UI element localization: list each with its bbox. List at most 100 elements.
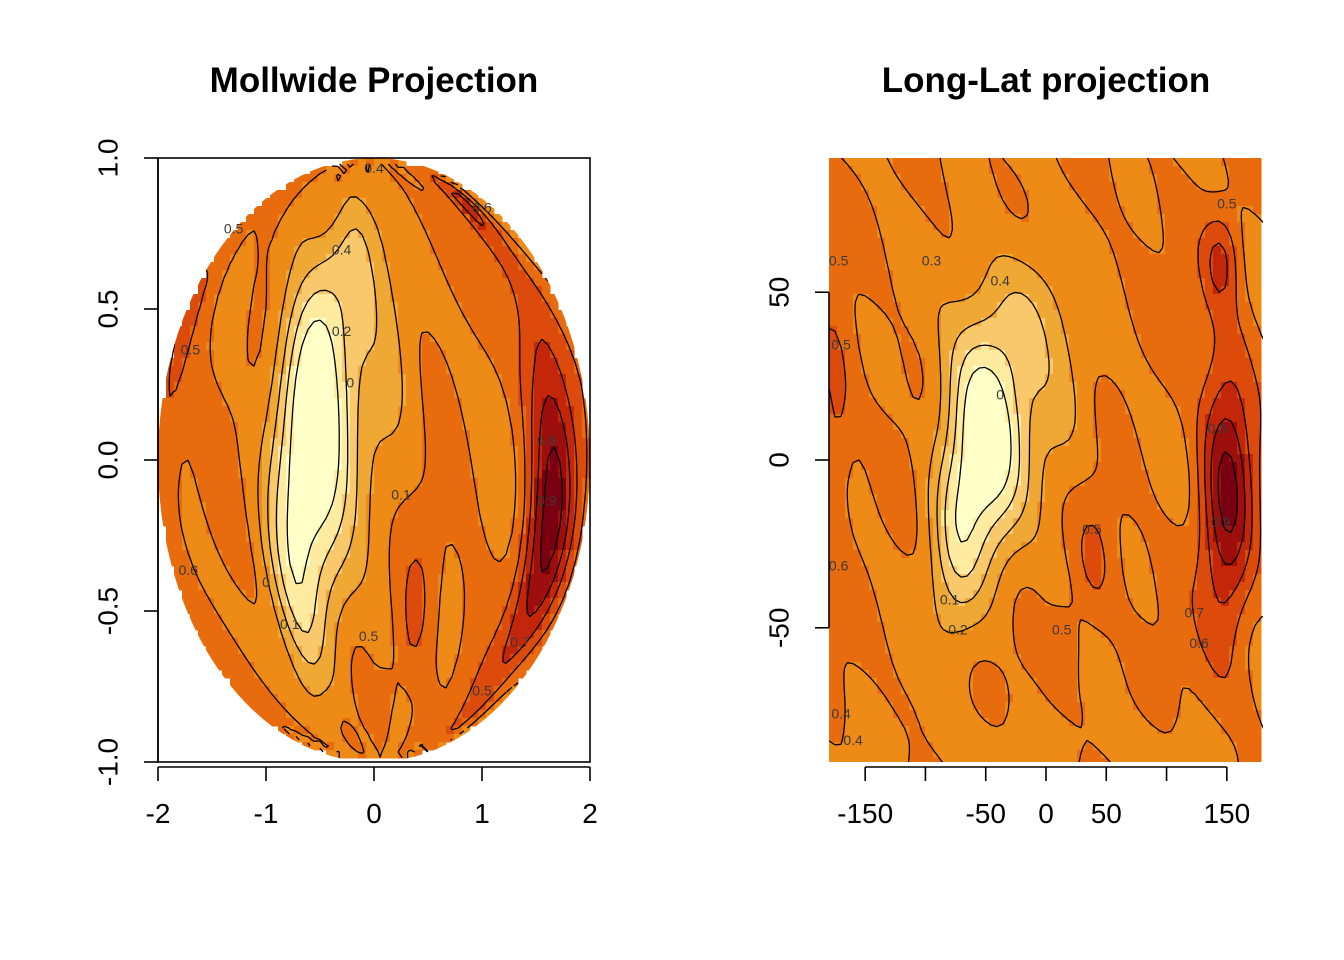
heatmap-cell — [334, 670, 343, 679]
heatmap-cell — [422, 222, 431, 231]
heatmap-cell — [214, 438, 223, 447]
heatmap-cell — [206, 486, 215, 495]
heatmap-cell — [1069, 294, 1078, 303]
heatmap-cell — [254, 278, 263, 287]
heatmap-cell — [318, 582, 327, 591]
heatmap-cell — [286, 198, 295, 207]
heatmap-cell — [502, 334, 511, 343]
heatmap-cell — [246, 686, 255, 695]
heatmap-cell — [1165, 166, 1174, 175]
heatmap-cell — [286, 286, 295, 295]
heatmap-cell — [574, 406, 583, 415]
heatmap-cell — [390, 374, 399, 383]
heatmap-cell — [342, 318, 351, 327]
heatmap-cell — [382, 582, 391, 591]
heatmap-cell — [1077, 374, 1086, 383]
heatmap-cell — [486, 270, 495, 279]
heatmap-cell — [430, 646, 439, 655]
heatmap-cell — [430, 718, 439, 727]
heatmap-cell — [478, 542, 487, 551]
heatmap-cell — [246, 622, 255, 631]
heatmap-cell — [861, 198, 870, 207]
heatmap-cell — [1141, 350, 1150, 359]
heatmap-cell — [877, 382, 886, 391]
heatmap-cell — [358, 726, 367, 735]
heatmap-cell — [334, 558, 343, 567]
heatmap-cell — [302, 574, 311, 583]
heatmap-cell — [462, 390, 471, 399]
heatmap-cell — [917, 254, 926, 263]
heatmap-cell — [374, 710, 383, 719]
heatmap-cell — [933, 206, 942, 215]
heatmap-cell — [182, 318, 191, 327]
heatmap-cell — [526, 622, 535, 631]
heatmap-cell — [1221, 374, 1230, 383]
heatmap-cell — [1141, 166, 1150, 175]
heatmap-cell — [494, 558, 503, 567]
heatmap-cell — [334, 374, 343, 383]
heatmap-cell — [382, 622, 391, 631]
heatmap-cell — [166, 518, 175, 527]
heatmap-cell — [925, 382, 934, 391]
heatmap-cell — [1133, 302, 1142, 311]
heatmap-cell — [1213, 318, 1222, 327]
heatmap-cell — [446, 598, 455, 607]
heatmap-cell — [526, 390, 535, 399]
heatmap-cell — [286, 206, 295, 215]
heatmap-cell — [342, 750, 351, 759]
heatmap-cell — [1101, 310, 1110, 319]
heatmap-cell — [374, 534, 383, 543]
heatmap-cell — [1013, 230, 1022, 239]
heatmap-cell — [550, 622, 559, 631]
heatmap-cell — [1013, 190, 1022, 199]
heatmap-cell — [877, 166, 886, 175]
heatmap-cell — [1005, 310, 1014, 319]
heatmap-cell — [1077, 406, 1086, 415]
heatmap-cell — [270, 438, 279, 447]
heatmap-cell — [406, 334, 415, 343]
heatmap-cell — [574, 494, 583, 503]
heatmap-cell — [198, 606, 207, 615]
heatmap-cell — [526, 422, 535, 431]
heatmap-cell — [502, 358, 511, 367]
heatmap-cell — [238, 462, 247, 471]
heatmap-cell — [1181, 230, 1190, 239]
heatmap-cell — [933, 230, 942, 239]
heatmap-cell — [278, 206, 287, 215]
heatmap-cell — [350, 542, 359, 551]
heatmap-cell — [334, 438, 343, 447]
heatmap-cell — [869, 158, 878, 167]
heatmap-cell — [949, 390, 958, 399]
heatmap-cell — [398, 206, 407, 215]
heatmap-cell — [909, 374, 918, 383]
heatmap-cell — [1245, 302, 1254, 311]
heatmap-cell — [222, 654, 231, 663]
heatmap-cell — [965, 206, 974, 215]
heatmap-cell — [390, 742, 399, 751]
heatmap-cell — [1205, 262, 1214, 271]
heatmap-cell — [1221, 286, 1230, 295]
heatmap-cell — [1229, 358, 1238, 367]
heatmap-cell — [342, 254, 351, 263]
heatmap-cell — [1061, 326, 1070, 335]
heatmap-cell — [174, 374, 183, 383]
heatmap-cell — [230, 502, 239, 511]
heatmap-cell — [438, 254, 447, 263]
heatmap-cell — [350, 334, 359, 343]
heatmap-cell — [941, 342, 950, 351]
heatmap-cell — [438, 342, 447, 351]
heatmap-cell — [965, 222, 974, 231]
heatmap-cell — [558, 582, 567, 591]
heatmap-cell — [526, 462, 535, 471]
heatmap-cell — [302, 598, 311, 607]
heatmap-cell — [270, 582, 279, 591]
heatmap-cell — [294, 422, 303, 431]
heatmap-cell — [318, 406, 327, 415]
heatmap-cell — [454, 230, 463, 239]
heatmap-cell — [350, 254, 359, 263]
heatmap-cell — [478, 582, 487, 591]
heatmap-cell — [230, 566, 239, 575]
heatmap-cell — [406, 614, 415, 623]
heatmap-cell — [1173, 174, 1182, 183]
heatmap-cell — [294, 534, 303, 543]
